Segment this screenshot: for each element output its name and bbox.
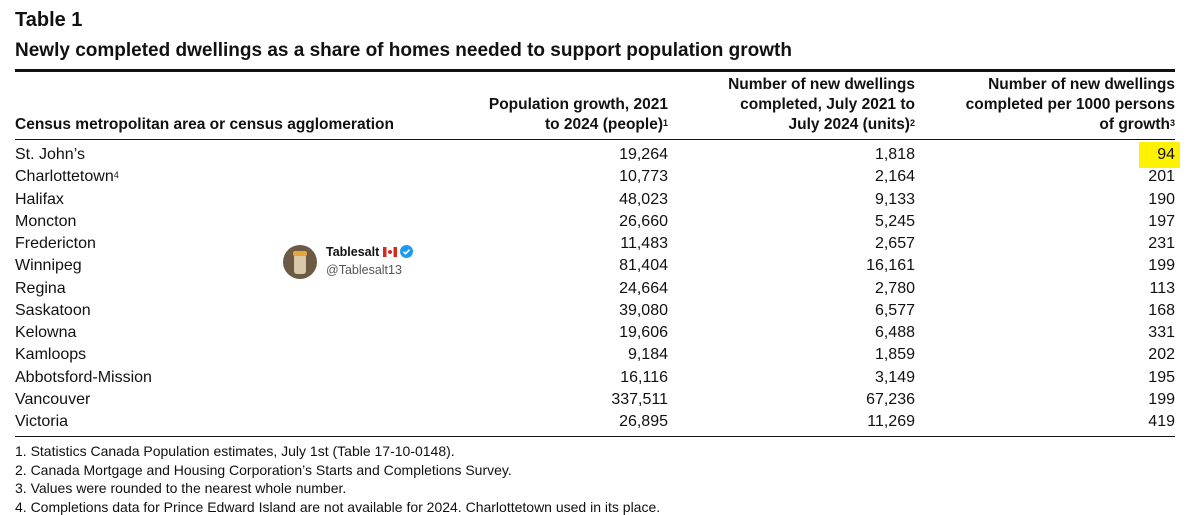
header-rule xyxy=(15,139,1175,140)
cell-value: 16,116 xyxy=(620,368,668,386)
cell-value: 94 xyxy=(1157,146,1175,163)
cell-value: 195 xyxy=(1148,368,1175,386)
cell-value: 19,606 xyxy=(619,324,668,341)
column-header: Number of new dwellings completed per 10… xyxy=(960,75,1175,135)
flag-icon xyxy=(382,247,397,257)
cell-text: Abbotsford-Mission xyxy=(15,368,152,386)
row-label: Kelowna xyxy=(15,323,76,343)
cell-text: Victoria xyxy=(15,413,69,430)
cell-text: Moncton xyxy=(15,212,77,230)
cell-value: 202 xyxy=(1148,346,1175,364)
cell-value: 39,080 xyxy=(619,301,668,319)
footnote: 3. Values were rounded to the nearest wh… xyxy=(15,480,347,497)
cell-value: 113 xyxy=(1149,279,1175,297)
cell-text: Kamloops xyxy=(15,346,87,364)
cell-value: 26,660 xyxy=(619,212,668,230)
row-label: Charlottetown4 xyxy=(15,167,119,187)
footnote: 1. Statistics Canada Population estimate… xyxy=(15,443,455,459)
row-label: St. John’s xyxy=(15,145,85,165)
cell-value: 199 xyxy=(1148,390,1175,408)
cell-value: 168 xyxy=(1148,301,1175,319)
row-label: Moncton xyxy=(15,212,76,232)
footnote-ref: 3 xyxy=(1169,118,1175,128)
cell-text: Number of new dwellings completed per 10… xyxy=(965,76,1175,133)
cell-value: 2,780 xyxy=(874,279,915,297)
row-label: Winnipeg xyxy=(15,256,82,276)
cell-value: 331 xyxy=(1148,324,1175,341)
cell-value: 10,773 xyxy=(619,168,668,186)
cell-value: 11,483 xyxy=(620,235,668,252)
cell-value: 1,818 xyxy=(874,146,915,163)
cell-value: 3,149 xyxy=(874,368,915,386)
cell-value: 419 xyxy=(1148,413,1175,430)
cell-text: Census metropolitan area or census agglo… xyxy=(15,116,394,133)
row-label: Abbotsford-Mission xyxy=(15,368,152,388)
row-label: Regina xyxy=(15,279,66,299)
watermark: Tablesalt @Tablesalt13 xyxy=(282,243,442,281)
table-subtitle: Newly completed dwellings as a share of … xyxy=(15,40,792,61)
cell-value: 1,859 xyxy=(874,346,915,364)
cell-text: Saskatoon xyxy=(15,301,91,319)
cell-value: 231 xyxy=(1148,235,1175,252)
cell-value: 48,023 xyxy=(619,190,668,208)
cell-text: Population growth, 2021 to 2024 (people) xyxy=(488,96,668,133)
cell-text: Kelowna xyxy=(15,324,77,341)
cell-text: Winnipeg xyxy=(15,257,82,275)
row-label: Vancouver xyxy=(15,390,90,410)
footnote-ref: 4 xyxy=(113,170,119,181)
cell-value: 201 xyxy=(1148,168,1175,186)
cell-value: 24,664 xyxy=(619,279,668,297)
watermark-name: Tablesalt xyxy=(326,245,380,259)
row-label: Kamloops xyxy=(15,345,86,365)
row-label: Saskatoon xyxy=(15,301,91,321)
cell-text: Number of new dwellings completed, July … xyxy=(728,76,915,133)
column-header: Population growth, 2021 to 2024 (people)… xyxy=(488,95,668,135)
cell-text: Vancouver xyxy=(15,390,91,408)
cell-value: 6,577 xyxy=(874,301,915,319)
cell-text: Halifax xyxy=(15,190,64,208)
cell-value: 67,236 xyxy=(866,390,915,408)
cell-value: 9,133 xyxy=(874,190,915,208)
cell-value: 197 xyxy=(1148,212,1175,230)
cell-value: 337,511 xyxy=(611,390,668,408)
cell-value: 2,657 xyxy=(874,235,915,252)
cell-value: 2,164 xyxy=(874,168,915,186)
cell-value: 26,895 xyxy=(619,413,668,430)
footnote-ref: 2 xyxy=(909,118,915,128)
row-label: Victoria xyxy=(15,412,68,432)
column-header: Number of new dwellings completed, July … xyxy=(715,75,915,135)
avatar xyxy=(283,245,317,279)
footnote-ref: 1 xyxy=(662,118,668,128)
cell-value: 9,184 xyxy=(627,346,668,364)
top-rule xyxy=(15,69,1175,72)
cell-text: St. John’s xyxy=(15,146,85,163)
row-label: Fredericton xyxy=(15,234,96,254)
footnote: 2. Canada Mortgage and Housing Corporati… xyxy=(15,461,512,478)
cell-value: 16,161 xyxy=(866,257,915,275)
cell-value: 190 xyxy=(1148,190,1175,208)
cell-text: Fredericton xyxy=(15,235,96,252)
column-header: Census metropolitan area or census agglo… xyxy=(15,115,415,135)
cell-text: Regina xyxy=(15,279,66,297)
cell-value: 6,488 xyxy=(874,324,915,341)
row-label: Halifax xyxy=(15,190,64,210)
table-title: Table 1 xyxy=(15,9,83,31)
cell-value: 19,264 xyxy=(619,146,668,163)
cell-value: 11,269 xyxy=(867,413,915,430)
cell-value: 199 xyxy=(1148,257,1175,275)
bottom-rule xyxy=(15,436,1175,437)
cell-value: 5,245 xyxy=(874,212,915,230)
cell-text: Charlottetown xyxy=(15,168,114,186)
cell-value: 81,404 xyxy=(619,257,668,275)
verified-badge xyxy=(400,245,414,258)
watermark-handle: @Tablesalt13 xyxy=(326,263,402,277)
